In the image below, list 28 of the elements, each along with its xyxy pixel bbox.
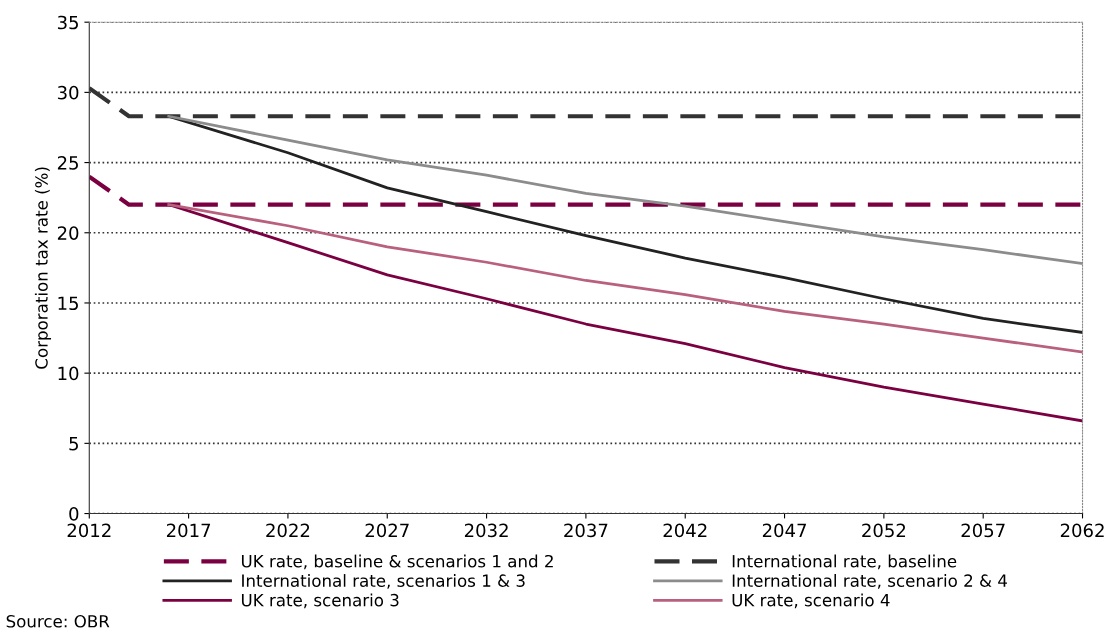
x-tick-label: 2047 [762,523,806,538]
source-note: Source: OBR [6,614,110,628]
x-tick-label: 2042 [663,523,707,538]
x-tick-label: 2032 [464,523,508,538]
y-axis-title: Corporation tax rate (%) [34,167,52,369]
x-tick-label: 2022 [266,523,310,538]
x-tick-label: 2017 [166,523,211,538]
y-tick-label: 35 [57,15,78,30]
legend-label: UK rate, scenario 4 [732,593,890,609]
y-tick-label: 30 [57,85,79,100]
x-tick-label: 2037 [564,523,608,538]
y-tick-label: 10 [58,366,79,381]
legend-label: International rate, scenario 2 & 4 [732,574,1008,589]
y-tick-label: 20 [57,226,79,240]
y-tick-label: 15 [58,296,78,311]
legend-label: UK rate, baseline & scenarios 1 and 2 [241,554,553,570]
y-tick-label: 5 [69,437,78,451]
legend-label: UK rate, scenario 3 [241,593,399,609]
x-tick-label: 2057 [961,523,1005,538]
x-tick-label: 2027 [365,523,409,538]
x-tick-label: 2062 [1060,523,1104,538]
line-series [167,203,1083,354]
x-tick-label: 2052 [862,523,906,538]
legend-label: International rate, scenarios 1 & 3 [242,574,525,589]
y-tick-label: 0 [69,507,79,521]
y-tick-label: 25 [57,156,78,170]
legend-label: International rate, baseline [732,554,957,570]
x-tick-label: 2012 [67,523,111,538]
